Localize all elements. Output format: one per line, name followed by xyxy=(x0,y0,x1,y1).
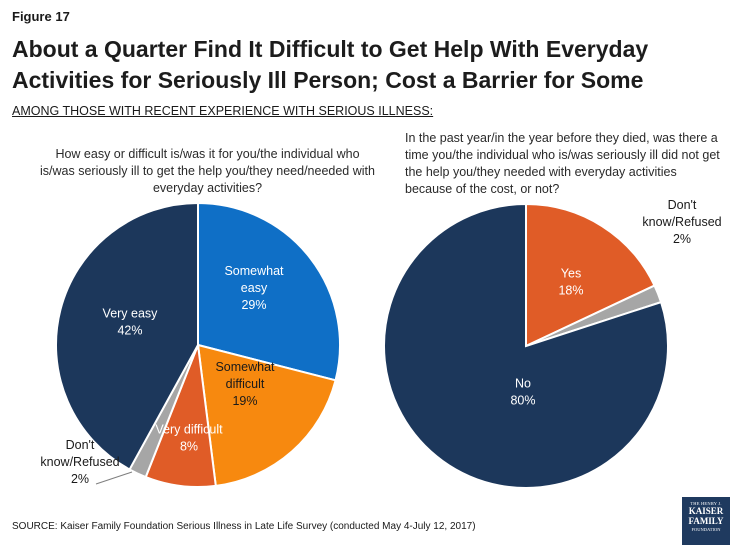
kff-logo: THE HENRY J. KAISER FAMILY FOUNDATION xyxy=(682,497,730,545)
chart-subtitle: AMONG THOSE WITH RECENT EXPERIENCE WITH … xyxy=(12,104,434,118)
pie1-outline xyxy=(55,202,341,488)
source-note: SOURCE: Kaiser Family Foundation Serious… xyxy=(12,521,476,532)
figure-label: Figure 17 xyxy=(12,9,70,24)
pie1-label-somewhat-difficult: Somewhat difficult 19% xyxy=(215,360,275,408)
pie1-leader-don-t-know-refused xyxy=(95,471,133,485)
pie-chart-ease-of-help: Somewhat easy 29% Somewhat difficult 19% Very … xyxy=(40,201,341,488)
pie1-label-very-difficult: Very difficult 8% xyxy=(155,423,223,454)
pie1-label-somewhat-easy: Somewhat easy 29% xyxy=(224,264,284,312)
pie2-outline xyxy=(383,203,669,489)
pie2-question: In the past year/in the year before they… xyxy=(405,131,720,196)
pie2-label-don-t-know-refused: Don't know/Refused 2% xyxy=(642,198,721,246)
pie1-question: How easy or difficult is/was it for you/… xyxy=(40,147,375,195)
pie1-label-don-t-know-refused: Don't know/Refused 2% xyxy=(40,438,119,486)
pie-chart-cost-barrier: Yes 18% Don't know/Refused 2% No 80% xyxy=(383,198,722,489)
pie1-label-very-easy: Very easy 42% xyxy=(103,307,159,338)
pie2-label-yes: Yes 18% xyxy=(558,267,583,298)
chart-title: About a Quarter Find It Difficult to Get… xyxy=(12,36,649,93)
pie2-label-no: No 80% xyxy=(510,377,535,408)
